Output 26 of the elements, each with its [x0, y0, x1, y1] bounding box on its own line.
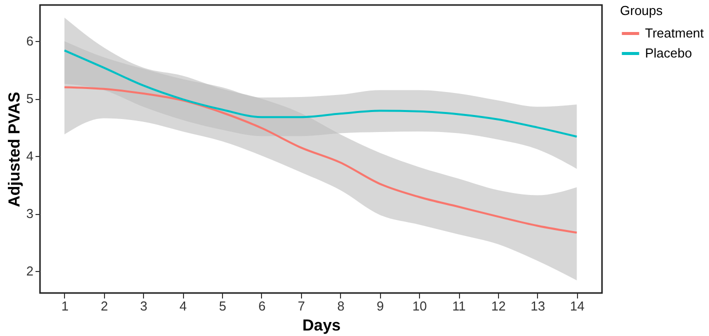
legend-label: Treatment: [645, 26, 704, 40]
x-tick-label: 13: [530, 298, 546, 314]
y-tick-label: 2: [26, 264, 34, 279]
y-tick-label: 5: [26, 91, 34, 106]
x-tick-label: 4: [180, 298, 187, 314]
x-tick-label: 2: [100, 298, 108, 314]
x-tick-label: 10: [412, 298, 427, 314]
y-tick-label: 4: [26, 148, 34, 164]
x-tick-label: 3: [140, 298, 148, 314]
x-tick-label: 12: [491, 298, 506, 314]
y-tick-label: 3: [26, 206, 34, 222]
line-series: [63, 49, 578, 138]
x-tick-label: 11: [452, 298, 466, 314]
x-tick-label: 5: [218, 298, 226, 314]
legend-label: Placebo: [645, 46, 692, 60]
line-series: [63, 86, 578, 234]
x-tick-label: 9: [376, 298, 384, 314]
x-axis-title: Days: [302, 318, 341, 334]
x-tick-label: 6: [258, 298, 266, 314]
x-tick-label: 7: [298, 298, 306, 314]
x-tick-label: 1: [61, 298, 69, 314]
x-tick-label: 14: [570, 298, 585, 314]
x-tick-label: 8: [337, 298, 344, 314]
y-tick-label: 6: [26, 34, 34, 49]
legend-title: Groups: [620, 3, 664, 18]
y-axis-title: Adjusted PVAS: [6, 92, 24, 208]
